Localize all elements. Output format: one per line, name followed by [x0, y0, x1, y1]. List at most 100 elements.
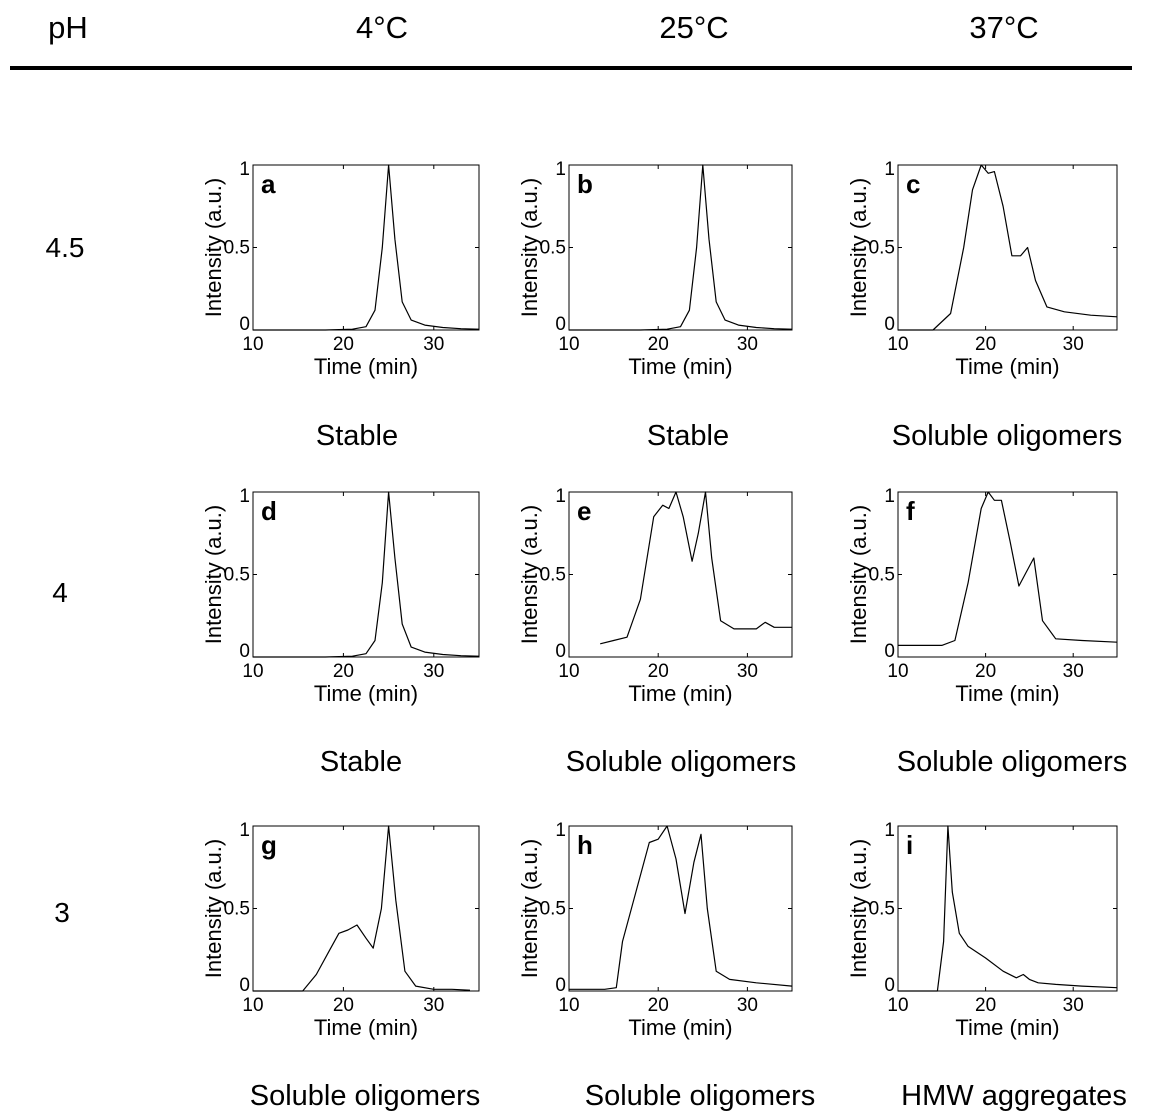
x-tick-label-c-2: 30 — [1063, 334, 1084, 355]
x-tick-label-a-2: 30 — [423, 334, 444, 355]
y-tick-label-g-1: 0.5 — [224, 899, 250, 920]
plot-frame-h — [568, 825, 793, 992]
y-tick-label-e-1: 0.5 — [540, 565, 566, 586]
plot-frame-e — [568, 491, 793, 658]
y-tick-label-h-1: 0.5 — [540, 899, 566, 920]
plot-frame-b — [568, 164, 793, 331]
y-tick-label-c-2: 1 — [884, 159, 895, 180]
x-axis-label-e: Time (min) — [628, 681, 732, 706]
chart-panel-i: 10 20 30 0 0.5 1 Time (min) Intensity (a.u.) i — [846, 820, 1118, 1040]
y-tick-label-d-2: 1 — [239, 486, 250, 507]
plot-frame-g — [252, 825, 480, 992]
chart-panel-a: 10 20 30 0 0.5 1 Time (min) Intensity (a.u.) a — [201, 159, 480, 379]
panel-label-d: d — [261, 496, 277, 526]
x-tick-label-a-1: 20 — [333, 334, 354, 355]
y-tick-label-i-2: 1 — [884, 820, 895, 841]
verdict-f: Soluble oligomers — [896, 746, 1128, 778]
x-axis-label-a: Time (min) — [314, 354, 418, 379]
y-tick-label-d-1: 0.5 — [224, 565, 250, 586]
x-tick-label-b-1: 20 — [648, 334, 669, 355]
temp-header-4c: 4°C — [355, 10, 409, 45]
row-label-ph-4.5: 4.5 — [45, 232, 85, 263]
row-label-ph-4: 4 — [52, 577, 68, 608]
x-axis-label-i: Time (min) — [955, 1015, 1059, 1040]
y-tick-label-d-0: 0 — [239, 641, 250, 662]
x-tick-label-f-1: 20 — [975, 661, 996, 682]
chart-panel-h: 10 20 30 0 0.5 1 Time (min) Intensity (a.u.) h — [517, 820, 793, 1040]
x-tick-label-d-2: 30 — [423, 661, 444, 682]
y-tick-label-i-0: 0 — [884, 975, 895, 996]
x-tick-label-b-2: 30 — [737, 334, 758, 355]
panel-label-a: a — [261, 169, 276, 199]
chromatogram-line-e — [600, 491, 792, 645]
y-axis-label-f: Intensity (a.u.) — [846, 505, 871, 644]
verdict-e: Soluble oligomers — [565, 746, 797, 778]
y-tick-label-f-0: 0 — [884, 641, 895, 662]
verdict-g: Soluble oligomers — [249, 1080, 481, 1112]
header-rule — [10, 66, 1132, 70]
y-tick-label-f-1: 0.5 — [869, 565, 895, 586]
chart-panel-g: 10 20 30 0 0.5 1 Time (min) Intensity (a.u.) g — [201, 820, 480, 1040]
plot-frame-i — [897, 825, 1118, 992]
x-tick-label-g-0: 10 — [242, 995, 263, 1016]
y-tick-label-e-0: 0 — [555, 641, 566, 662]
panel-label-e: e — [577, 496, 591, 526]
chart-panel-b: 10 20 30 0 0.5 1 Time (min) Intensity (a.u.) b — [517, 159, 793, 379]
y-tick-label-h-0: 0 — [555, 975, 566, 996]
y-axis-label-g: Intensity (a.u.) — [201, 839, 226, 978]
x-tick-label-h-0: 10 — [558, 995, 579, 1016]
x-axis-label-f: Time (min) — [955, 681, 1059, 706]
panel-label-h: h — [577, 830, 593, 860]
verdict-i: HMW aggregates — [901, 1080, 1127, 1112]
y-tick-label-b-0: 0 — [555, 314, 566, 335]
plot-frame-d — [252, 491, 480, 658]
panel-label-c: c — [906, 169, 920, 199]
verdict-d: Stable — [319, 746, 403, 778]
x-tick-label-e-0: 10 — [558, 661, 579, 682]
x-axis-label-b: Time (min) — [628, 354, 732, 379]
y-axis-label-h: Intensity (a.u.) — [517, 839, 542, 978]
chromatogram-line-f — [898, 491, 1118, 646]
x-tick-label-f-2: 30 — [1063, 661, 1084, 682]
x-tick-label-f-0: 10 — [887, 661, 908, 682]
chromatogram-line-b — [569, 164, 793, 331]
verdict-a: Stable — [315, 420, 399, 452]
ph-header: pH — [48, 10, 88, 45]
temp-header-25c: 25°C — [659, 10, 729, 45]
chromatogram-line-c — [898, 164, 1118, 331]
y-tick-label-c-0: 0 — [884, 314, 895, 335]
y-tick-label-e-2: 1 — [555, 486, 566, 507]
x-tick-label-h-2: 30 — [737, 995, 758, 1016]
x-tick-label-a-0: 10 — [242, 334, 263, 355]
chromatogram-line-d — [253, 491, 480, 658]
y-tick-label-i-1: 0.5 — [869, 899, 895, 920]
x-tick-label-d-0: 10 — [242, 661, 263, 682]
x-tick-label-i-0: 10 — [887, 995, 908, 1016]
y-axis-label-e: Intensity (a.u.) — [517, 505, 542, 644]
y-axis-label-d: Intensity (a.u.) — [201, 505, 226, 644]
panel-label-b: b — [577, 169, 593, 199]
chart-panel-e: 10 20 30 0 0.5 1 Time (min) Intensity (a.u.) e — [517, 486, 793, 706]
temp-header-37c: 37°C — [969, 10, 1039, 45]
y-tick-label-c-1: 0.5 — [869, 238, 895, 259]
y-tick-label-g-0: 0 — [239, 975, 250, 996]
chromatogram-line-h — [569, 825, 793, 990]
y-tick-label-a-0: 0 — [239, 314, 250, 335]
verdict-c: Soluble oligomers — [891, 420, 1123, 452]
chromatogram-line-i — [898, 825, 1118, 992]
panel-label-i: i — [906, 830, 913, 860]
y-tick-label-a-1: 0.5 — [224, 238, 250, 259]
chromatogram-line-g — [253, 825, 471, 992]
x-tick-label-h-1: 20 — [648, 995, 669, 1016]
x-axis-label-c: Time (min) — [955, 354, 1059, 379]
x-axis-label-d: Time (min) — [314, 681, 418, 706]
chart-panel-f: 10 20 30 0 0.5 1 Time (min) Intensity (a.u.) f — [846, 486, 1118, 706]
x-tick-label-d-1: 20 — [333, 661, 354, 682]
y-axis-label-b: Intensity (a.u.) — [517, 178, 542, 317]
y-tick-label-b-1: 0.5 — [540, 238, 566, 259]
chart-panel-c: 10 20 30 0 0.5 1 Time (min) Intensity (a.u.) c — [846, 159, 1118, 379]
x-axis-label-g: Time (min) — [314, 1015, 418, 1040]
panel-label-f: f — [906, 496, 915, 526]
y-axis-label-a: Intensity (a.u.) — [201, 178, 226, 317]
x-tick-label-e-2: 30 — [737, 661, 758, 682]
